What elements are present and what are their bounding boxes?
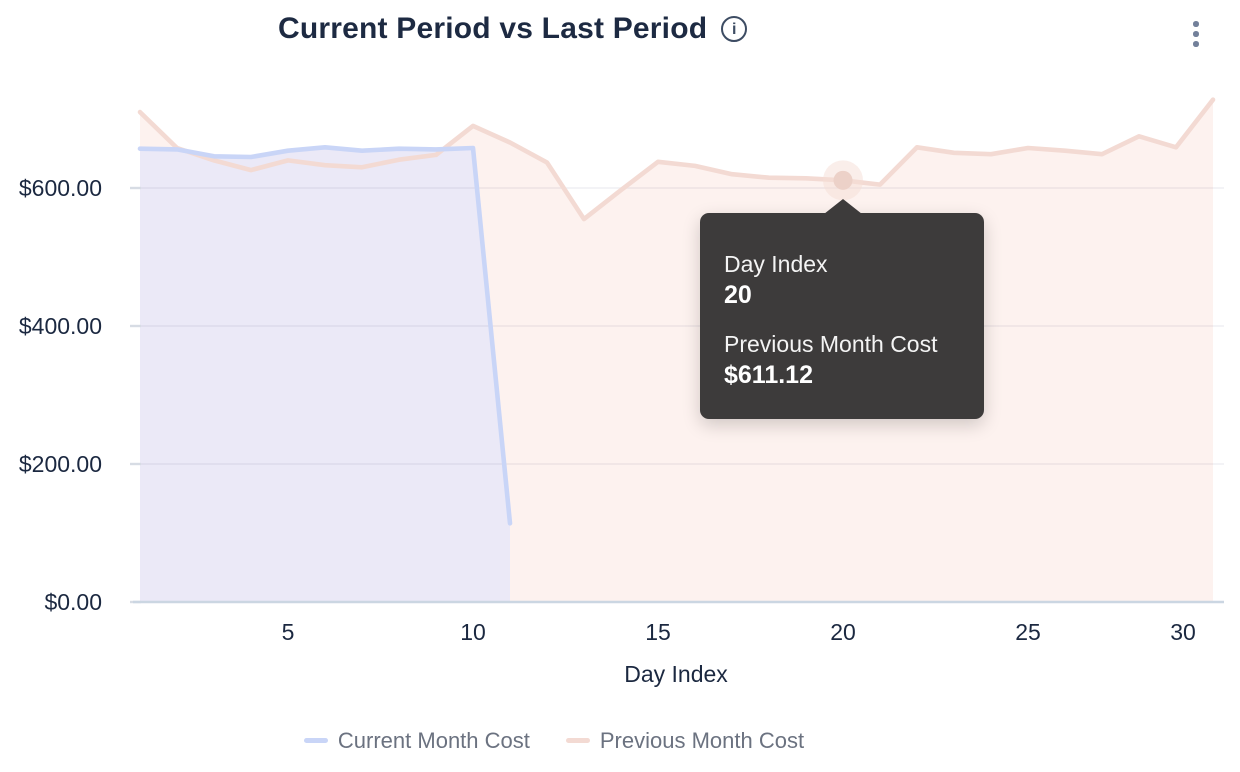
- info-icon[interactable]: i: [721, 16, 748, 42]
- tooltip-value: 20: [724, 281, 752, 309]
- chart-tooltip: Day Index 20 Previous Month Cost $611.12: [700, 199, 984, 419]
- more-options-button[interactable]: [1183, 16, 1209, 52]
- legend-swatch-icon: [303, 738, 328, 743]
- y-axis-tick-label: $600.00: [18, 175, 102, 201]
- x-axis-tick-label: 15: [645, 619, 671, 645]
- legend-item-previous-month-cost[interactable]: Previous Month Cost: [565, 727, 805, 754]
- tooltip-row: Previous Month Cost $611.12: [724, 329, 960, 391]
- tooltip-value: $611.12: [724, 361, 813, 389]
- page-title: Current Period vs Last Period: [278, 12, 708, 45]
- tooltip-label: Day Index: [724, 251, 828, 277]
- kebab-dot: [1193, 41, 1199, 47]
- legend-swatch-icon: [565, 738, 590, 743]
- tooltip-row: Day Index 20: [724, 249, 960, 311]
- x-axis-tick-label: 25: [1015, 619, 1041, 645]
- chart-legend: Current Month Cost Previous Month Cost: [0, 727, 1174, 754]
- y-axis-tick-label: $0.00: [44, 589, 102, 615]
- legend-label: Current Month Cost: [337, 728, 530, 753]
- hover-point-dot[interactable]: [833, 170, 853, 190]
- kebab-dot: [1193, 21, 1199, 27]
- x-axis-title: Day Index: [624, 661, 728, 687]
- x-axis-tick-label: 10: [460, 619, 486, 645]
- x-axis-tick-label: 5: [281, 619, 295, 645]
- y-axis-tick-label: $400.00: [18, 313, 102, 339]
- area-current-month-cost: [140, 147, 510, 603]
- x-axis-tick-label: 20: [830, 619, 856, 645]
- chart-header: Current Period vs Last Period i: [278, 12, 748, 46]
- y-axis-tick-label: $200.00: [18, 451, 102, 477]
- x-axis-tick-label: 30: [1170, 619, 1196, 645]
- legend-label: Previous Month Cost: [599, 728, 805, 753]
- kebab-dot: [1193, 31, 1199, 37]
- tooltip-label: Previous Month Cost: [724, 331, 938, 357]
- line-current-month-cost: [137, 145, 513, 526]
- line-previous-month-cost: [137, 97, 1216, 222]
- legend-item-current-month-cost[interactable]: Current Month Cost: [303, 727, 530, 754]
